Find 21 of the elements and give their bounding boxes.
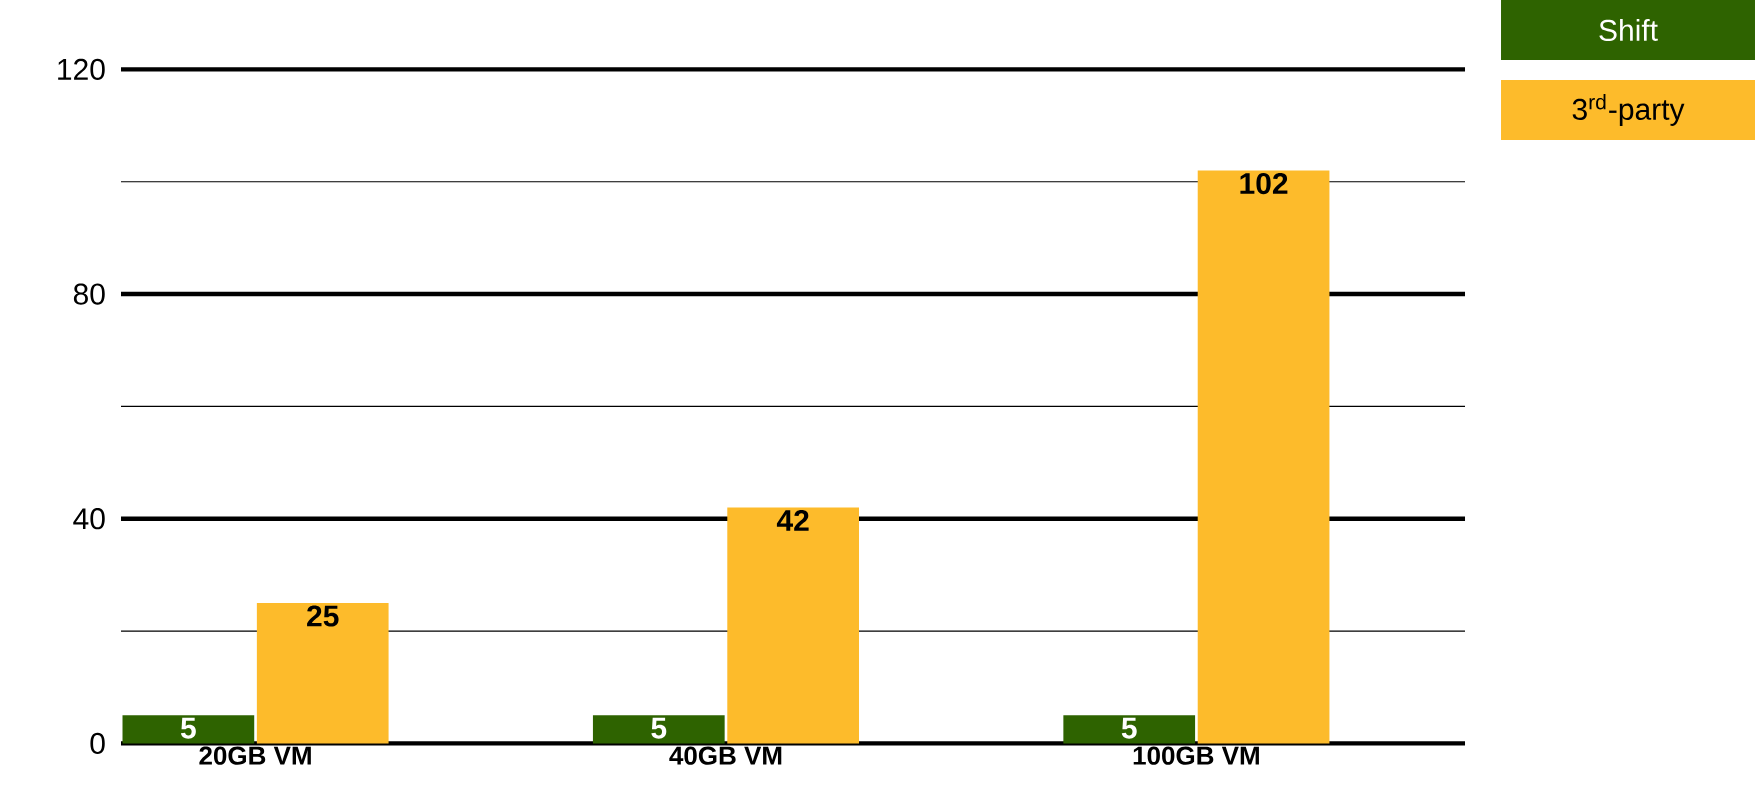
data-label: 5 bbox=[651, 717, 667, 739]
text: 3$^{rd}$-party bbox=[1572, 94, 1685, 126]
bar bbox=[1197, 170, 1330, 744]
data-label: 102 bbox=[1240, 172, 1288, 195]
text: Shift bbox=[1599, 18, 1658, 41]
y-tick-label: 80 bbox=[73, 283, 105, 305]
bar bbox=[727, 507, 860, 744]
data-label: 42 bbox=[776, 509, 809, 531]
x-tick-label: 100GB VM bbox=[1133, 746, 1259, 765]
y-tick-label: 120 bbox=[58, 58, 105, 81]
bar bbox=[1063, 715, 1196, 744]
x-tick-label: 20GB VM bbox=[199, 746, 311, 765]
data-label: 5 bbox=[1121, 717, 1137, 739]
y-tick-label: 40 bbox=[73, 508, 105, 530]
data-label: 5 bbox=[180, 717, 196, 739]
y-tick-label: 0 bbox=[90, 732, 105, 755]
data-label: 25 bbox=[307, 605, 339, 627]
bar bbox=[592, 715, 725, 744]
bar bbox=[122, 715, 255, 744]
x-tick-label: 40GB VM bbox=[669, 746, 782, 765]
bar bbox=[256, 602, 389, 744]
